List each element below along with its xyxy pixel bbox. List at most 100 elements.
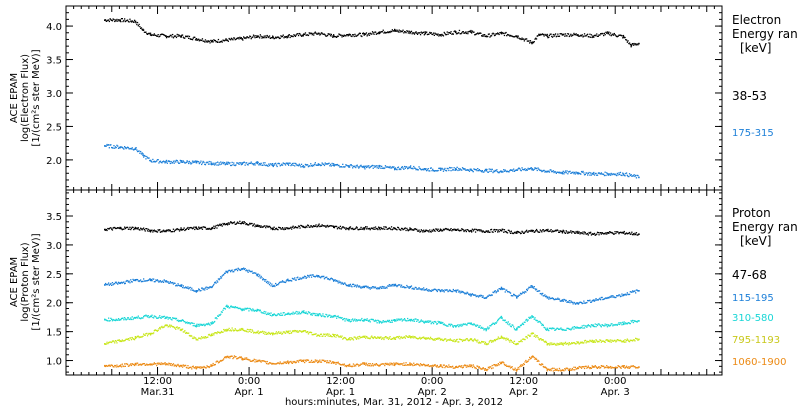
proton-data-point — [402, 319, 404, 321]
electron-data-point — [452, 169, 454, 171]
proton-data-point — [586, 233, 588, 235]
electron-data-point — [478, 169, 480, 171]
proton-data-point — [185, 229, 187, 231]
electron-data-point — [509, 169, 511, 172]
electron-data-point — [411, 33, 413, 35]
proton-data-point — [320, 314, 322, 316]
proton-data-point — [408, 319, 410, 322]
proton-data-point — [583, 300, 585, 302]
electron-data-point — [310, 32, 312, 34]
electron-data-point — [127, 147, 130, 149]
proton-data-point — [127, 365, 130, 367]
proton-data-point — [281, 227, 284, 229]
proton-data-point — [369, 337, 371, 340]
proton-data-point — [435, 321, 437, 323]
electron-data-point — [571, 172, 573, 174]
proton-data-point — [145, 280, 147, 282]
proton-data-point — [144, 364, 146, 366]
proton-data-point — [380, 336, 382, 338]
proton-data-point — [564, 300, 567, 302]
electron-data-point — [563, 173, 565, 175]
electron-data-point — [338, 164, 340, 167]
proton-data-point — [355, 337, 357, 339]
electron-data-point — [360, 35, 362, 37]
electron-data-point — [585, 172, 587, 174]
proton-data-point — [142, 317, 144, 319]
proton-data-point — [259, 309, 261, 311]
proton-data-point — [478, 229, 480, 231]
proton-data-point — [158, 281, 160, 283]
proton-data-point — [133, 338, 135, 340]
proton-data-point — [229, 222, 231, 224]
electron-data-point — [483, 171, 485, 173]
proton-data-point — [548, 344, 551, 346]
proton-data-point — [588, 325, 590, 327]
proton-data-point — [219, 223, 221, 225]
proton-data-point — [123, 365, 125, 368]
electron-data-point — [574, 34, 577, 36]
proton-data-point — [319, 276, 321, 278]
proton-data-point — [540, 322, 542, 325]
proton-data-point — [132, 226, 134, 229]
proton-data-point — [164, 324, 166, 327]
electron-data-point — [624, 36, 626, 39]
proton-data-point — [435, 338, 437, 340]
proton-data-point — [180, 227, 182, 229]
electron-data-point — [525, 169, 527, 172]
x-tick-label-date: Apr. 2 — [418, 387, 447, 398]
proton-data-point — [108, 228, 110, 230]
electron-data-point — [476, 33, 478, 35]
electron-data-point — [584, 173, 586, 176]
proton-data-point — [449, 325, 451, 327]
proton-data-point — [157, 317, 159, 319]
proton-data-point — [286, 331, 288, 333]
proton-data-point — [382, 320, 384, 322]
electron-data-point — [200, 39, 202, 42]
electron-data-point — [136, 150, 139, 153]
electron-data-point — [531, 169, 533, 171]
proton-data-point — [386, 287, 388, 289]
electron-data-point — [339, 33, 341, 36]
electron-data-point — [497, 33, 499, 35]
proton-data-point — [509, 231, 511, 233]
proton-data-point — [407, 286, 409, 288]
electron-data-point — [453, 30, 455, 33]
proton-data-point — [261, 226, 263, 228]
proton-data-point — [495, 292, 497, 294]
proton-data-point — [541, 294, 543, 296]
proton-data-point — [417, 319, 419, 321]
proton-data-point — [459, 338, 461, 340]
proton-data-point — [248, 310, 250, 312]
electron-data-point — [578, 35, 580, 37]
proton-data-point — [250, 271, 252, 273]
proton-data-point — [115, 366, 117, 368]
electron-data-point — [540, 169, 542, 172]
proton-data-point — [500, 286, 503, 288]
proton-data-point — [403, 286, 405, 288]
proton-data-point — [237, 222, 239, 224]
proton-data-point — [255, 332, 257, 334]
proton-data-point — [610, 323, 612, 325]
electron-data-point — [161, 33, 163, 35]
electron-data-point — [381, 31, 384, 33]
electron-data-point — [259, 34, 261, 36]
electron-data-point — [244, 164, 246, 166]
proton-data-point — [460, 339, 462, 341]
proton-data-point — [625, 322, 627, 324]
electron-data-point — [534, 167, 536, 169]
proton-data-point — [235, 307, 237, 309]
electron-data-point — [579, 35, 581, 37]
proton-data-point — [313, 333, 315, 336]
proton-data-point — [389, 321, 391, 323]
proton-data-point — [344, 320, 346, 322]
proton-data-point — [471, 339, 474, 342]
electron-data-point — [474, 169, 477, 171]
proton-data-point — [490, 229, 492, 231]
proton-data-point — [529, 230, 531, 232]
electron-data-point — [577, 171, 579, 174]
proton-data-point — [603, 341, 606, 343]
proton-data-point — [601, 232, 603, 234]
proton-data-point — [566, 301, 568, 303]
proton-data-point — [259, 225, 261, 227]
proton-data-point — [224, 272, 226, 274]
